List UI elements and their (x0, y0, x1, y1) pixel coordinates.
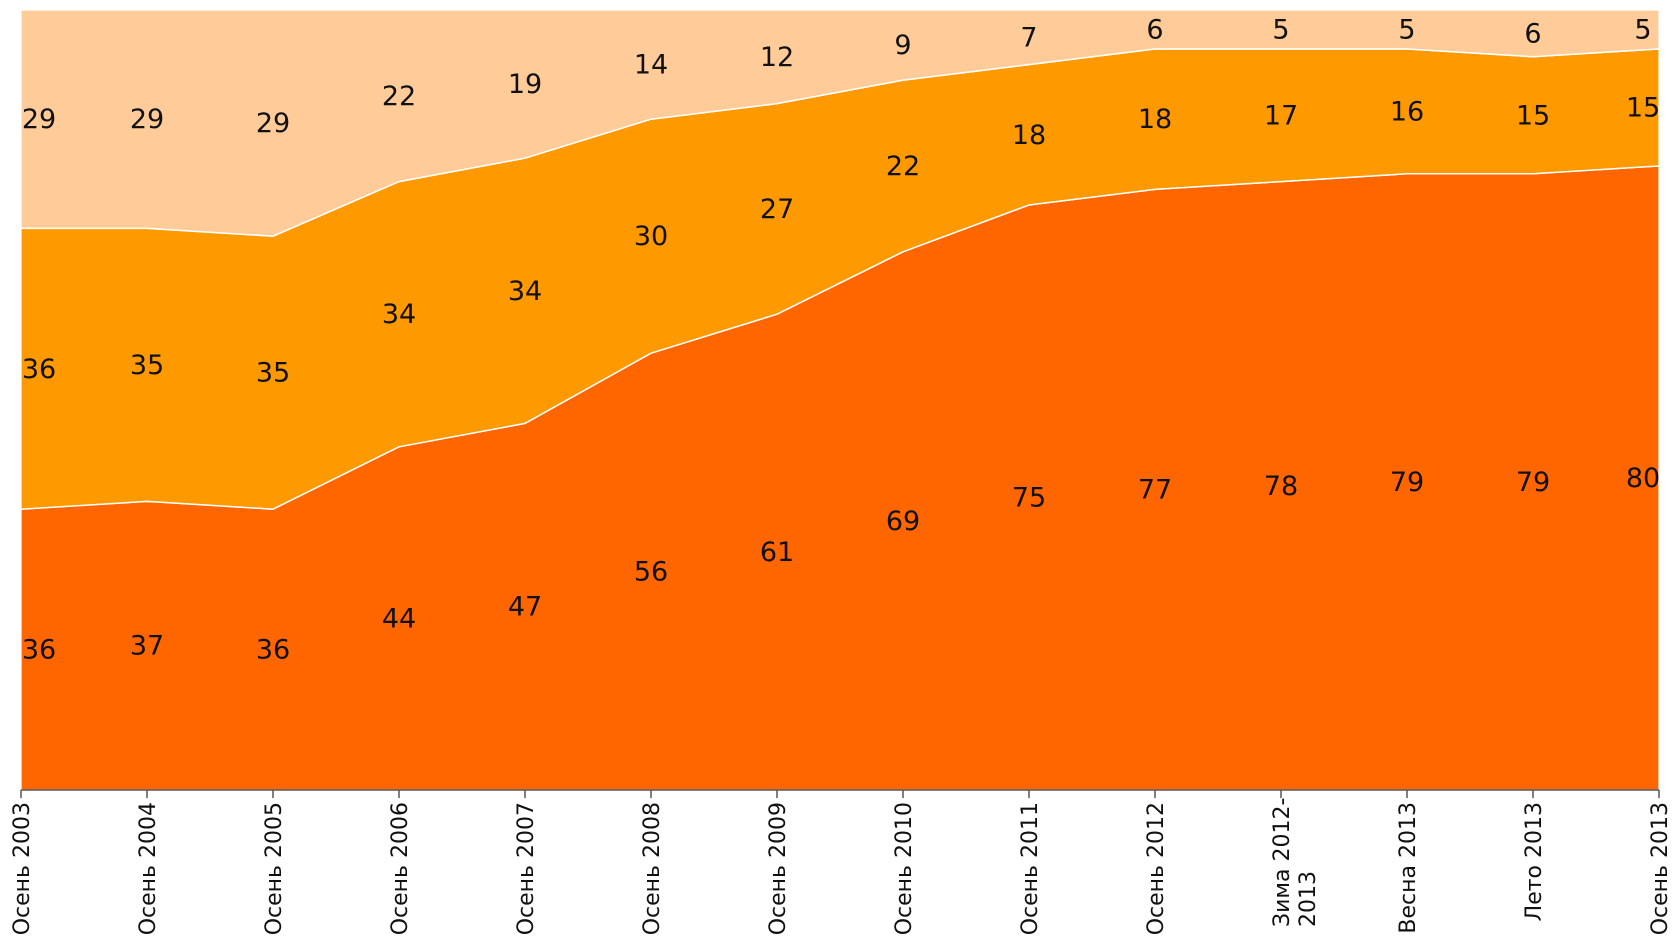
data-label: 12 (760, 42, 794, 73)
x-tick-label-line: Осень 2010 (892, 802, 917, 935)
x-tick-label-line: Осень 2013 (1648, 802, 1673, 935)
x-tick-label-line: Лето 2013 (1522, 802, 1547, 921)
x-tick-label: Осень 2003 (10, 802, 35, 935)
x-tick-label: Осень 2004 (136, 802, 161, 935)
band-boundary-line (21, 48, 1660, 237)
x-tick-label: Осень 2013 (1648, 802, 1673, 935)
data-label: 79 (1390, 467, 1424, 498)
data-label: 7 (1020, 22, 1037, 53)
data-label: 18 (1138, 104, 1172, 135)
data-label: 27 (760, 194, 794, 225)
x-tick-label: Весна 2013 (1396, 802, 1421, 934)
data-label: 35 (256, 358, 290, 389)
x-tick-label-line: Осень 2004 (136, 802, 161, 935)
data-label: 6 (1524, 18, 1541, 49)
data-label: 22 (886, 151, 920, 182)
data-label: 15 (1516, 100, 1550, 131)
data-label: 5 (1634, 15, 1651, 46)
data-label: 34 (508, 276, 542, 307)
band-boundary-line (20, 165, 1660, 510)
data-label: 56 (634, 557, 668, 588)
data-label: 29 (130, 104, 164, 135)
data-label: 17 (1264, 100, 1298, 131)
x-tick-label-line: Зима 2012- (1270, 798, 1295, 927)
x-tick-label-line: Осень 2009 (766, 802, 791, 935)
x-tick-label: Осень 2011 (1018, 802, 1043, 935)
data-label: 6 (1146, 15, 1163, 46)
data-label: 9 (894, 30, 911, 61)
data-label: 69 (886, 506, 920, 537)
data-label: 35 (130, 350, 164, 381)
data-label: 30 (634, 221, 668, 252)
data-label: 36 (22, 635, 56, 666)
data-label: 78 (1264, 471, 1298, 502)
x-tick-label-line: Осень 2012 (1144, 802, 1169, 935)
data-label: 15 (1626, 93, 1660, 124)
x-tick-label-line: Осень 2007 (514, 802, 539, 935)
data-label: 44 (382, 603, 416, 634)
data-label: 34 (382, 299, 416, 330)
data-label: 5 (1398, 15, 1415, 46)
x-tick-label-line: Осень 2006 (388, 802, 413, 935)
data-label: 14 (634, 50, 668, 81)
x-tick-label-line: Осень 2005 (262, 802, 287, 935)
data-label: 16 (1390, 96, 1424, 127)
x-tick-label: Осень 2006 (388, 802, 413, 935)
data-label: 29 (22, 104, 56, 135)
data-label: 22 (382, 81, 416, 112)
x-tick-label-line: Осень 2011 (1018, 802, 1043, 935)
area-bands (20, 9, 1660, 791)
x-tick-label: Осень 2007 (514, 802, 539, 935)
x-tick-label: Осень 2012 (1144, 802, 1169, 935)
data-label: 36 (22, 354, 56, 385)
x-tick-label-line: Осень 2003 (10, 802, 35, 935)
x-tick-label-line: Осень 2008 (640, 802, 665, 935)
data-label: 36 (256, 635, 290, 666)
data-label: 47 (508, 592, 542, 623)
x-tick-label-line: Весна 2013 (1396, 802, 1421, 934)
x-axis: Осень 2003 Осень 2004 Осень 2005 Осень 2006… (10, 789, 1673, 935)
data-label: 29 (256, 108, 290, 139)
x-tick-label: Осень 2005 (262, 802, 287, 935)
data-label: 5 (1272, 15, 1289, 46)
x-tick-label-line: 2013 (1296, 871, 1321, 927)
x-tick-label: Зима 2012-2013 (1270, 798, 1321, 927)
data-label: 79 (1516, 467, 1550, 498)
data-label: 19 (508, 69, 542, 100)
data-label: 77 (1138, 475, 1172, 506)
x-tick-label: Осень 2008 (640, 802, 665, 935)
data-label: 75 (1012, 483, 1046, 514)
x-tick-label: Осень 2009 (766, 802, 791, 935)
data-label: 80 (1626, 463, 1660, 494)
data-label: 18 (1012, 120, 1046, 151)
x-tick-label: Лето 2013 (1522, 802, 1547, 921)
data-label: 61 (760, 537, 794, 568)
x-tick-label: Осень 2010 (892, 802, 917, 935)
data-label: 37 (130, 631, 164, 662)
